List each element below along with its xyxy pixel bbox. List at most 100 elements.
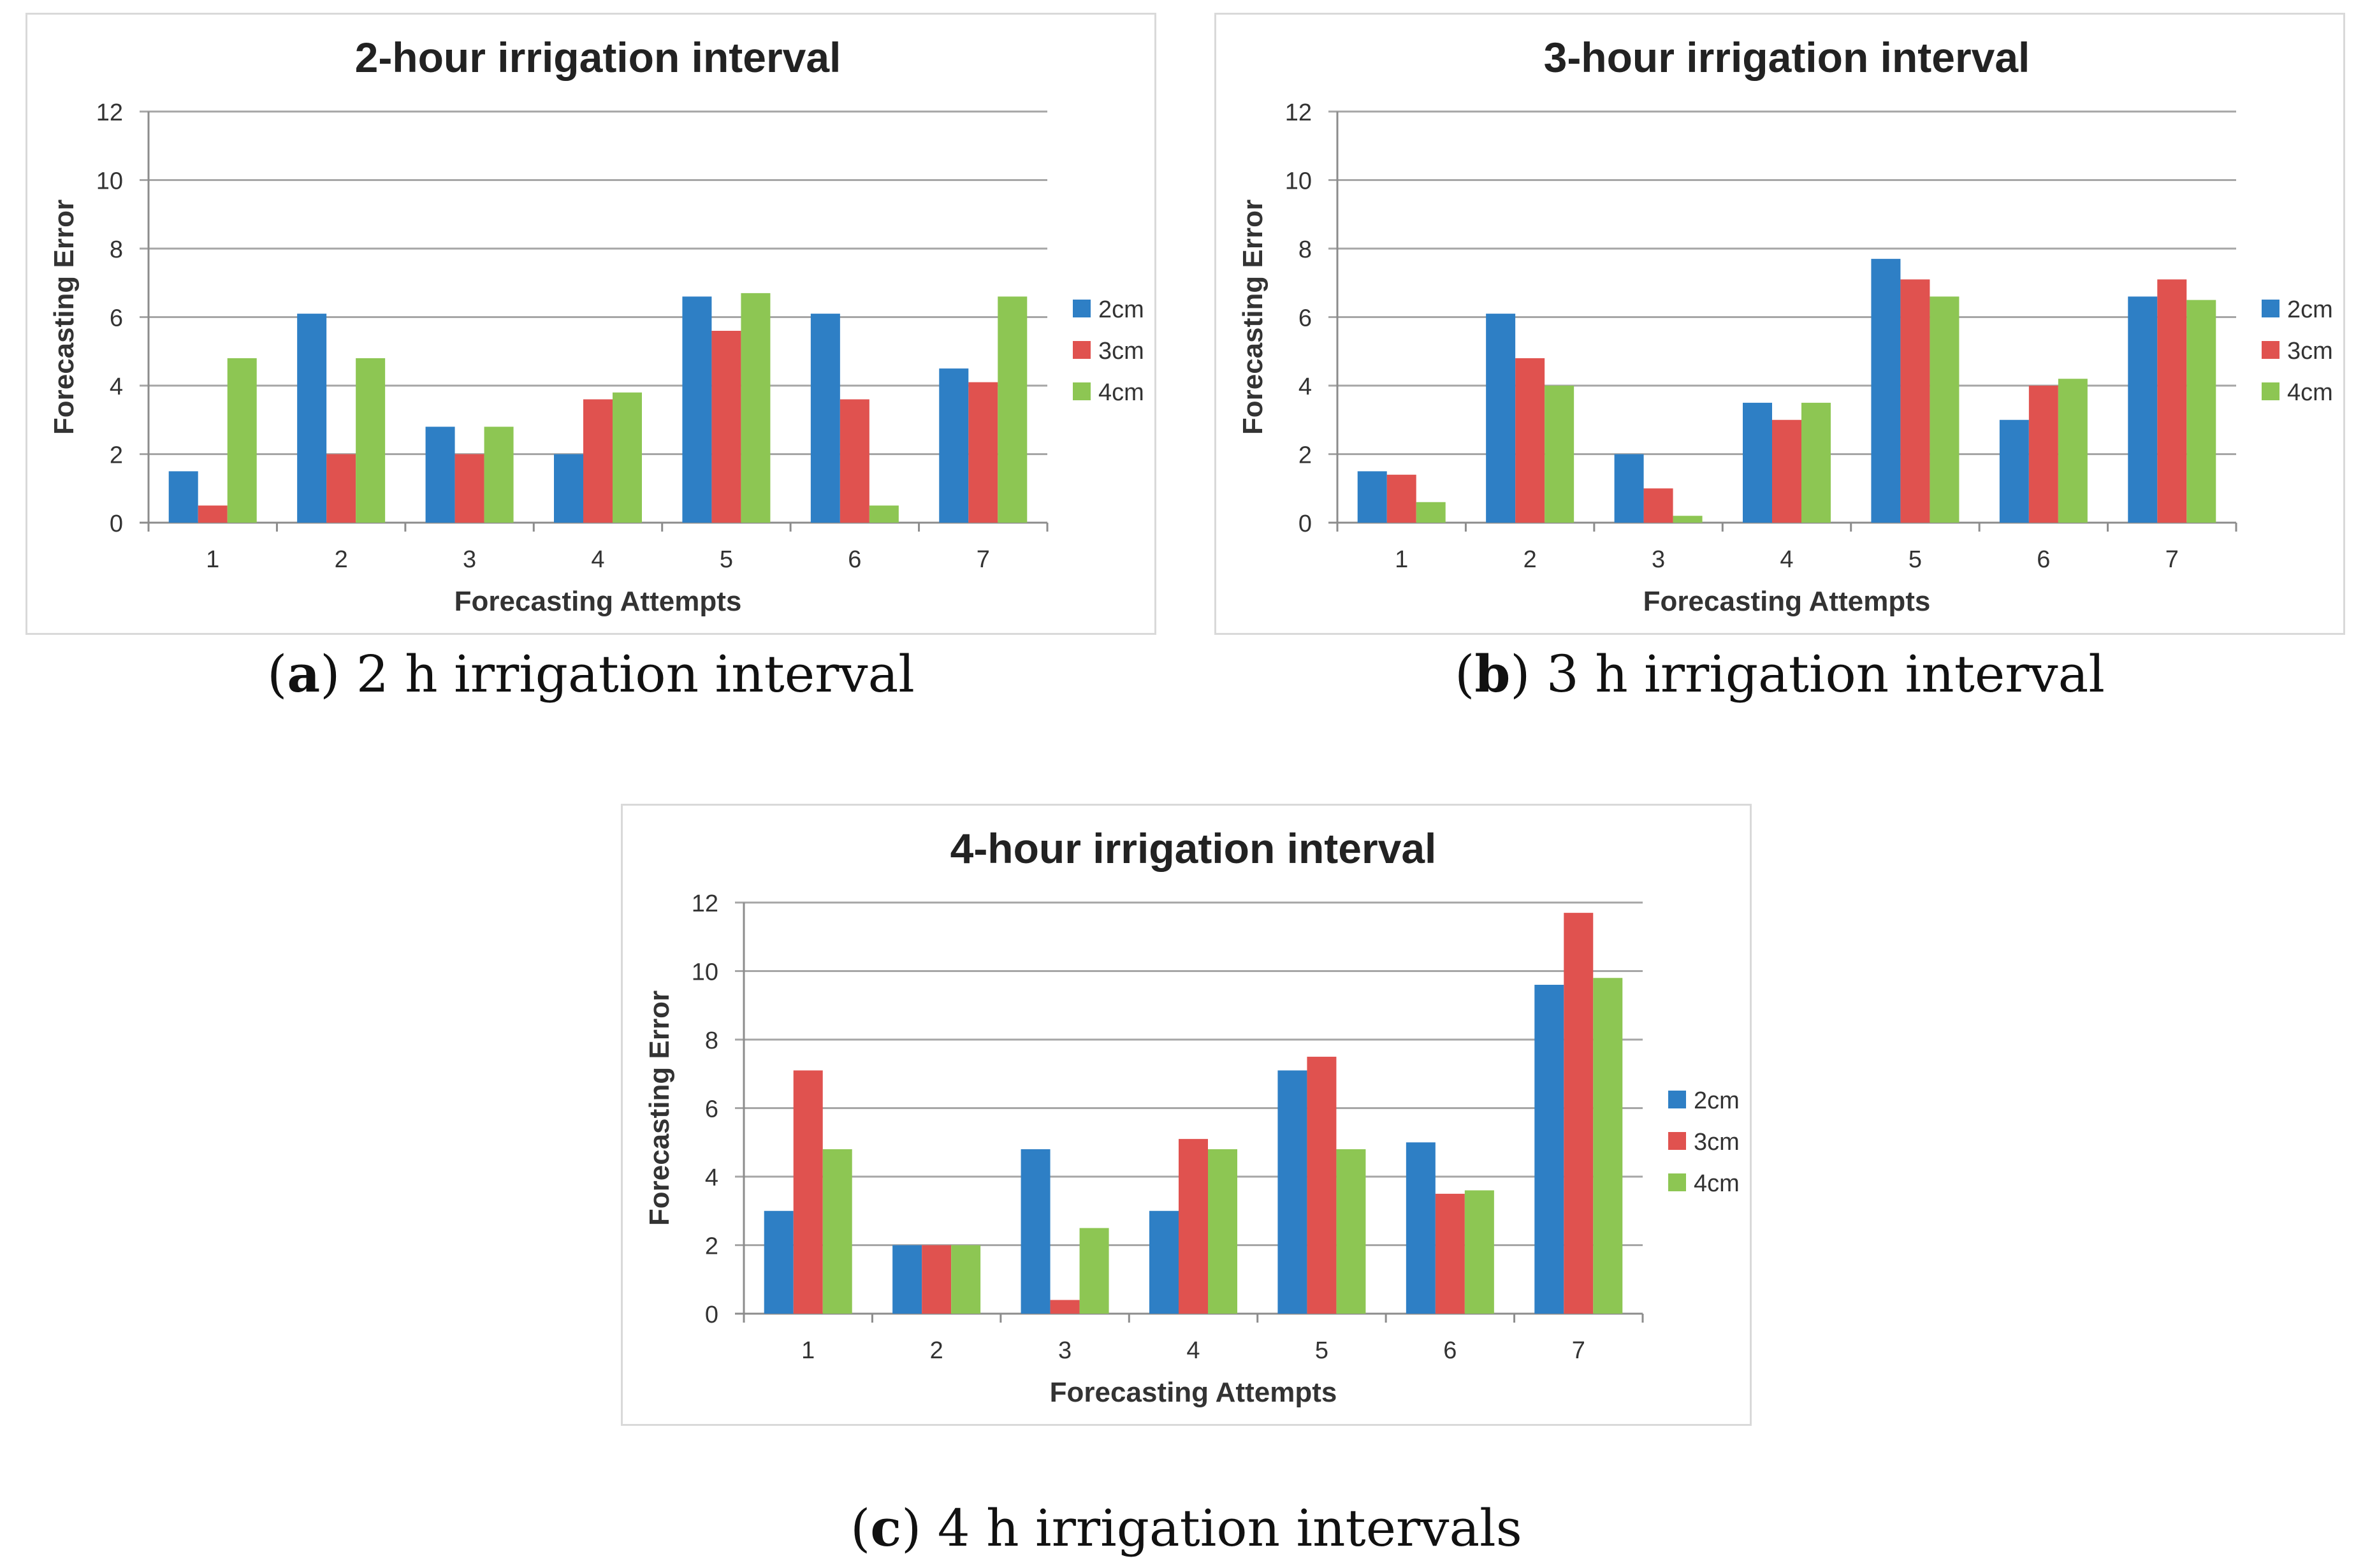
bar-b-4cm-5	[1930, 296, 1959, 523]
y-tick-label-a-1: 2	[110, 442, 123, 469]
bar-c-3cm-7	[1564, 913, 1594, 1314]
bar-a-2cm-6	[810, 314, 840, 523]
y-tick-label-a-6: 12	[96, 99, 123, 126]
bar-c-3cm-1	[793, 1070, 823, 1314]
x-tick-label-c-6: 7	[1572, 1337, 1585, 1364]
bar-c-2cm-5	[1277, 1070, 1307, 1314]
bar-b-4cm-6	[2058, 379, 2088, 523]
legend-swatch-a-2cm	[1073, 300, 1091, 317]
bar-b-3cm-7	[2157, 279, 2187, 523]
bar-a-3cm-5	[711, 331, 741, 523]
bar-b-4cm-4	[1801, 402, 1831, 523]
x-tick-label-b-2: 3	[1652, 546, 1665, 573]
x-tick-label-a-5: 6	[848, 546, 861, 573]
bar-a-4cm-2	[356, 358, 386, 523]
y-tick-label-a-5: 10	[96, 168, 123, 195]
bar-c-4cm-3	[1079, 1228, 1109, 1314]
legend-label-a-2cm: 2cm	[1098, 296, 1144, 323]
chart-title-b: 3-hour irrigation interval	[1544, 34, 2030, 81]
y-tick-label-c-5: 10	[692, 959, 718, 986]
x-axis-label-c: Forecasting Attempts	[1050, 1377, 1337, 1408]
bar-a-4cm-5	[741, 293, 771, 523]
bar-b-4cm-1	[1416, 502, 1446, 523]
caption-a-text: 2 h irrigation interval	[356, 644, 915, 704]
y-tick-label-b-4: 8	[1298, 236, 1312, 263]
x-axis-label-b: Forecasting Attempts	[1643, 586, 1931, 617]
bar-b-3cm-6	[2028, 386, 2058, 523]
bar-c-3cm-4	[1179, 1138, 1208, 1314]
bar-a-4cm-7	[998, 296, 1028, 523]
legend-swatch-c-2cm	[1668, 1091, 1686, 1108]
x-tick-label-b-5: 6	[2037, 546, 2050, 573]
bar-a-2cm-3	[425, 426, 455, 523]
legend-swatch-a-3cm	[1073, 341, 1091, 359]
x-tick-label-b-4: 5	[1909, 546, 1922, 573]
bar-a-4cm-6	[869, 505, 899, 523]
x-tick-label-a-2: 3	[463, 546, 476, 573]
bar-a-4cm-4	[613, 392, 642, 523]
bar-a-2cm-2	[297, 314, 327, 523]
chart-panel-a: 2-hour irrigation interval 0 2 4 6 8 10 12 1 2 3 4 5…	[25, 13, 1156, 635]
bar-b-2cm-3	[1614, 454, 1644, 523]
bar-c-3cm-5	[1307, 1056, 1337, 1314]
y-tick-label-c-3: 6	[705, 1096, 718, 1123]
caption-b: (b) 3 h irrigation interval	[1455, 644, 2105, 704]
bar-b-4cm-7	[2186, 300, 2216, 523]
legend-label-c-2cm: 2cm	[1694, 1087, 1740, 1114]
x-axis-label-a: Forecasting Attempts	[454, 586, 742, 617]
x-tick-label-b-6: 7	[2165, 546, 2179, 573]
bar-b-4cm-2	[1545, 386, 1574, 523]
x-tick-label-a-1: 2	[335, 546, 348, 573]
legend-label-a-4cm: 4cm	[1098, 379, 1144, 406]
bar-c-4cm-5	[1336, 1149, 1366, 1314]
x-tick-label-c-1: 2	[930, 1337, 943, 1364]
bar-c-4cm-7	[1593, 978, 1623, 1314]
y-axis-label-b: Forecasting Error	[1237, 200, 1269, 435]
bar-a-2cm-4	[554, 454, 583, 523]
x-tick-label-a-3: 4	[591, 546, 604, 573]
legend-label-c-3cm: 3cm	[1694, 1129, 1740, 1156]
y-axis-label-a: Forecasting Error	[48, 200, 80, 435]
x-tick-label-c-2: 3	[1058, 1337, 1072, 1364]
x-tick-label-a-6: 7	[977, 546, 990, 573]
y-tick-label-a-3: 6	[110, 305, 123, 332]
bar-a-2cm-1	[168, 471, 198, 523]
bar-a-2cm-5	[682, 296, 712, 523]
bar-b-3cm-2	[1515, 358, 1545, 523]
bar-c-2cm-1	[764, 1210, 794, 1314]
bar-b-2cm-2	[1486, 314, 1516, 523]
x-tick-label-c-0: 1	[801, 1337, 815, 1364]
y-tick-label-a-0: 0	[110, 511, 123, 537]
x-tick-label-c-4: 5	[1315, 1337, 1328, 1364]
y-tick-label-b-3: 6	[1298, 305, 1312, 332]
legend-swatch-a-4cm	[1073, 382, 1091, 400]
chart-title-a: 2-hour irrigation interval	[355, 34, 841, 81]
caption-a-letter: a	[287, 644, 321, 704]
bar-a-3cm-2	[326, 454, 356, 523]
y-tick-label-b-5: 10	[1285, 168, 1312, 195]
bar-c-2cm-3	[1021, 1149, 1051, 1314]
legend-swatch-b-4cm	[2262, 382, 2279, 400]
y-axis-label-c: Forecasting Error	[644, 991, 675, 1226]
bar-b-3cm-1	[1386, 474, 1416, 523]
legend-label-b-4cm: 4cm	[2287, 379, 2333, 406]
y-tick-label-c-4: 8	[705, 1027, 718, 1054]
y-tick-label-b-6: 12	[1285, 99, 1312, 126]
bar-c-4cm-2	[951, 1245, 981, 1314]
y-tick-label-c-2: 4	[705, 1165, 718, 1191]
bar-b-3cm-3	[1643, 488, 1673, 523]
x-tick-label-b-0: 1	[1395, 546, 1408, 573]
legend-label-c-4cm: 4cm	[1694, 1170, 1740, 1197]
chart-panel-b: 3-hour irrigation interval 0 2 4 6 8 10 12 1 2 3 4 5…	[1214, 13, 2345, 635]
bar-b-4cm-3	[1673, 516, 1703, 523]
y-tick-label-a-2: 4	[110, 374, 123, 400]
bar-c-2cm-6	[1406, 1142, 1436, 1314]
bar-a-4cm-1	[227, 358, 257, 523]
bar-c-3cm-6	[1435, 1193, 1465, 1314]
bar-c-4cm-1	[822, 1149, 852, 1314]
caption-b-text: 3 h irrigation interval	[1546, 644, 2105, 704]
legend-label-b-2cm: 2cm	[2287, 296, 2333, 323]
caption-a: (a) 2 h irrigation interval	[267, 644, 915, 704]
